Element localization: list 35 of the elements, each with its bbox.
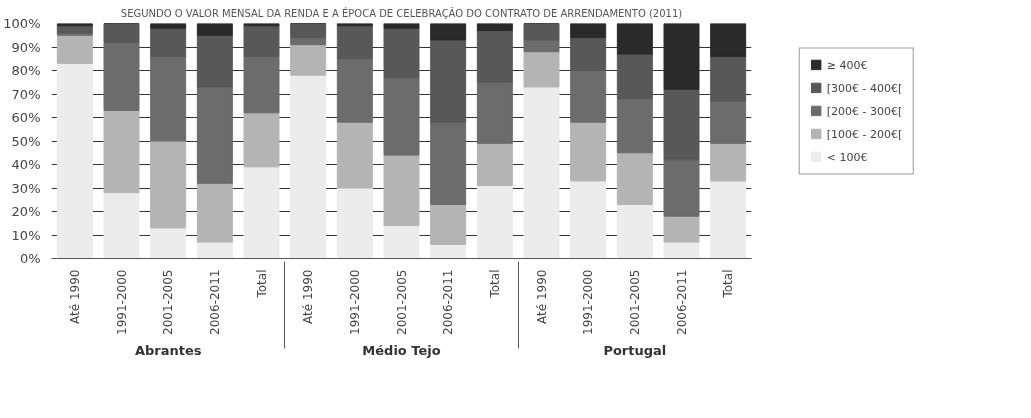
y-tick-label: 0% bbox=[19, 251, 41, 266]
x-tick-label: 2001-2005 bbox=[627, 269, 642, 335]
x-tick-label: 2006-2011 bbox=[441, 269, 456, 335]
x-tick-label: Total bbox=[254, 269, 269, 299]
x-tick-label: 2006-2011 bbox=[207, 269, 222, 335]
y-tick-label: 50% bbox=[11, 133, 41, 149]
legend-label: [300€ - 400€[ bbox=[826, 81, 903, 94]
text: Portugal bbox=[603, 342, 667, 358]
x-tick-label: 2001-2005 bbox=[161, 269, 176, 335]
text: Abrantes bbox=[134, 342, 202, 358]
chart-title: SEGUNDO O VALOR MENSAL DA RENDA E A ÉPOCA DE CELEBRAÇÃO DO CONTRATO DE ARRENDAMENTO (2011) bbox=[120, 6, 683, 19]
y-tick-label: 20% bbox=[11, 204, 41, 219]
y-tick-label: 40% bbox=[11, 157, 41, 172]
x-tick-label: 1991-2000 bbox=[114, 269, 129, 335]
x-tick-label: 2001-2005 bbox=[394, 269, 409, 335]
y-tick-label: 90% bbox=[11, 39, 41, 55]
x-tick-label: Total bbox=[721, 269, 736, 299]
y-tick-label: 70% bbox=[11, 86, 41, 102]
y-tick-label: 30% bbox=[11, 180, 41, 196]
x-tick-label: Até 1990 bbox=[534, 269, 549, 324]
y-tick-label: 10% bbox=[11, 227, 41, 243]
x-tick-label: Total bbox=[487, 269, 502, 299]
legend-label: ≥ 400€ bbox=[826, 58, 868, 71]
legend-label: [100€ - 200€[ bbox=[826, 127, 903, 140]
y-tick-label: 80% bbox=[11, 63, 41, 78]
text: Médio Tejo bbox=[362, 342, 441, 358]
y-tick-label: 100% bbox=[3, 16, 41, 31]
y-tick-label: 60% bbox=[11, 110, 41, 125]
x-tick-label: Até 1990 bbox=[301, 269, 316, 324]
x-tick-label: 2006-2011 bbox=[674, 269, 689, 335]
x-tick-label: 1991-2000 bbox=[347, 269, 362, 335]
legend-label: [200€ - 300€[ bbox=[826, 104, 903, 117]
legend-label: < 100€ bbox=[826, 150, 868, 163]
x-tick-label: Até 1990 bbox=[67, 269, 82, 324]
x-tick-label: 1991-2000 bbox=[581, 269, 596, 335]
